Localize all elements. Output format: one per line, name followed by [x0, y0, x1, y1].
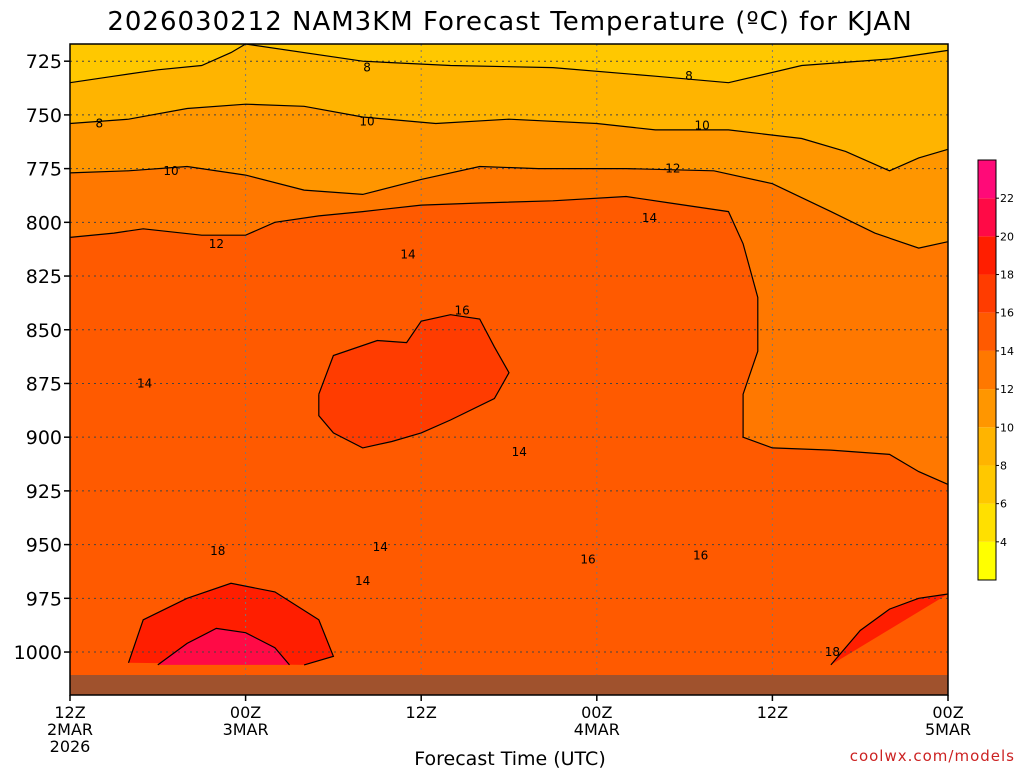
colorbar-tick-label: 12 — [1000, 383, 1014, 396]
contour-label: 8 — [363, 61, 371, 75]
contour-label: 14 — [400, 248, 415, 262]
contour-line — [69, 165, 949, 249]
x-tick-label: 00Z — [230, 703, 261, 722]
colorbar-segment — [978, 427, 996, 466]
x-tick-label: 3MAR — [223, 720, 269, 739]
y-tick-label: 825 — [26, 266, 62, 288]
contour-label: 18 — [210, 544, 225, 558]
temperature-fill — [70, 44, 948, 695]
contour-label: 8 — [95, 116, 103, 130]
colorbar-tick-label: 18 — [1000, 269, 1014, 282]
contour-label: 12 — [209, 237, 224, 251]
colorbar-tick-label: 4 — [1000, 536, 1007, 549]
contour-label: 18 — [825, 645, 840, 659]
colorbar-tick-label: 6 — [1000, 498, 1007, 511]
contour-label: 16 — [693, 548, 708, 562]
contour-labels: 8 8 8 10 10 10 12 12 14 14 16 14 14 18 14 16 16 14 18 — [95, 61, 840, 659]
y-tick-label: 875 — [26, 373, 62, 395]
contour-label: 16 — [455, 303, 470, 317]
chart-title: 2026030212 NAM3KM Forecast Temperature (… — [107, 7, 912, 37]
contour-line — [69, 195, 949, 485]
y-tick-label: 900 — [26, 427, 62, 449]
x-tick-label: 12Z — [54, 703, 85, 722]
x-tick-label: 12Z — [406, 703, 437, 722]
contour-line — [318, 314, 510, 449]
y-tick-label: 775 — [26, 159, 62, 181]
contour-label: 14 — [355, 574, 370, 588]
contour-label: 10 — [163, 164, 178, 178]
colorbar-segment — [978, 160, 996, 199]
temperature-colorbar: 4 6 8 10 12 14 16 18 20 22 — [977, 159, 1014, 581]
contour-line — [69, 43, 949, 84]
x-tick-label: 4MAR — [574, 720, 620, 739]
x-tick-label: 2MAR — [47, 720, 93, 739]
y-tick-label: 800 — [26, 212, 62, 234]
contour-label: 14 — [512, 445, 527, 459]
y-tick-label: 750 — [26, 105, 62, 127]
colorbar-frame — [977, 159, 997, 581]
colorbar-segment — [978, 312, 996, 351]
colorbar-tick-label: 16 — [1000, 307, 1014, 320]
x-axis-label: Forecast Time (UTC) — [414, 748, 605, 768]
temperature-band — [128, 583, 334, 665]
contour-label: 14 — [642, 211, 657, 225]
contour-label: 14 — [137, 376, 152, 390]
contour-label: 8 — [685, 69, 693, 83]
grid-lines — [70, 44, 948, 695]
y-tick-label: 925 — [26, 481, 62, 503]
contour-label: 16 — [580, 553, 595, 567]
colorbar-segment — [978, 350, 996, 390]
temperature-band — [830, 594, 948, 665]
plot-frame — [69, 43, 949, 696]
colorbar-segment — [978, 389, 996, 428]
contour-line — [830, 593, 949, 666]
contour-label: 10 — [695, 119, 710, 133]
y-tick-label: 725 — [26, 51, 62, 73]
x-tick-label: 00Z — [581, 703, 612, 722]
colorbar-tick-label: 8 — [1000, 459, 1007, 472]
contour-label: 12 — [665, 162, 680, 176]
contour-line — [157, 627, 290, 666]
temperature-band — [70, 196, 948, 695]
x-tick-label: 00Z — [932, 703, 963, 722]
ground-surface — [70, 675, 948, 695]
colorbar-segment — [978, 198, 996, 237]
colorbar-segment — [978, 541, 996, 580]
pressure-axis: 725 750 775 800 825 850 875 900 925 950 975 1000 — [14, 51, 70, 664]
colorbar-tick-label: 10 — [1000, 421, 1014, 434]
x-tick-label: 2026 — [50, 737, 91, 756]
x-tick-label: 5MAR — [925, 720, 971, 739]
contour-line — [127, 582, 335, 666]
colorbar-segment — [978, 236, 996, 275]
y-tick-label: 975 — [26, 588, 62, 610]
colorbar-segment — [978, 274, 996, 313]
contour-label: 10 — [359, 114, 374, 128]
y-tick-label: 950 — [26, 535, 62, 557]
contour-label: 14 — [373, 540, 388, 554]
y-tick-label: 1000 — [14, 642, 62, 664]
colorbar-tick-label: 14 — [1000, 345, 1014, 358]
contour-line — [69, 103, 949, 172]
colorbar-tick-label: 22 — [1000, 192, 1014, 205]
colorbar-segment — [978, 465, 996, 504]
credit-text: coolwx.com/models — [850, 747, 1015, 765]
y-tick-label: 850 — [26, 320, 62, 342]
colorbar-tick-label: 20 — [1000, 230, 1014, 243]
temperature-band — [157, 628, 290, 665]
colorbar-segment — [978, 503, 996, 542]
x-tick-label: 12Z — [757, 703, 788, 722]
contour-lines — [69, 43, 949, 666]
